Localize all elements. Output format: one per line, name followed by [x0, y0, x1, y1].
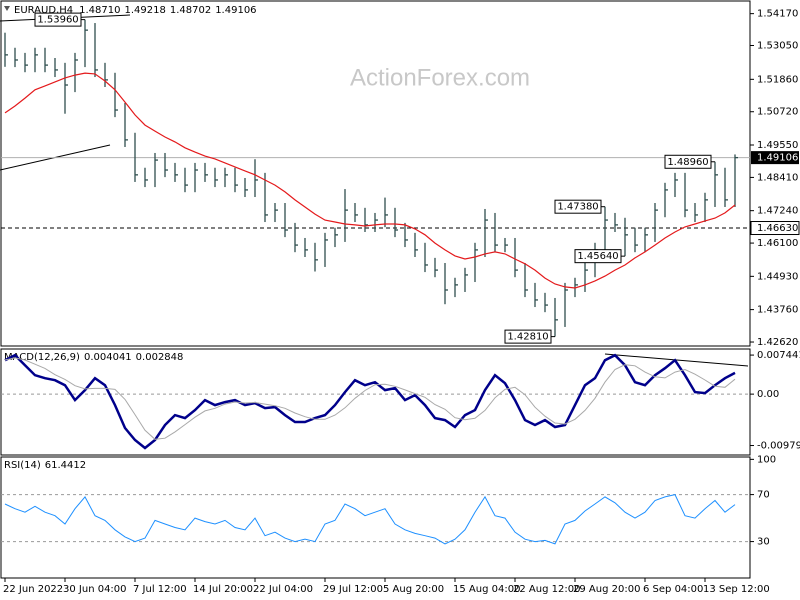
y-tick-label: 1.49550 — [757, 140, 798, 151]
annotation-box — [554, 199, 602, 214]
y-tick-label: -0.009794 — [757, 441, 800, 452]
macd-panel — [0, 348, 751, 456]
indicator-title: MACD(12,26,9) — [4, 352, 80, 363]
trendline — [604, 353, 749, 367]
x-tick-label: 14 Jul 20:00 — [193, 584, 253, 595]
x-tick-label: 29 Aug 20:00 — [573, 584, 640, 595]
y-tick-label: 1.47240 — [757, 206, 798, 217]
y-tick-label: 1.53050 — [757, 40, 798, 51]
y-tick-label: 1.46100 — [757, 238, 798, 249]
x-tick-label: 6 Sep 04:00 — [643, 584, 703, 595]
y-tick-label: 1.51860 — [757, 74, 798, 85]
x-tick-label: 13 Sep 12:00 — [703, 584, 770, 595]
y-tick-label: 30 — [757, 537, 770, 548]
header-icon — [4, 6, 10, 11]
rsi-header: RSI(14) 61.4412 — [4, 460, 86, 471]
indicator-title: RSI(14) — [4, 460, 41, 471]
y-tick-label: 0.00 — [757, 389, 779, 400]
x-tick-label: 29 Jul 12:00 — [323, 584, 383, 595]
watermark: ActionForex.com — [350, 64, 530, 91]
indicator-value: 61.4412 — [45, 460, 86, 471]
annotation-box — [504, 329, 552, 344]
header-value: 1.48702 — [170, 5, 211, 16]
annotation-label: 1.47380 — [557, 202, 598, 213]
annotation-box — [34, 12, 82, 27]
y-tick-label: 1.48410 — [757, 172, 798, 183]
level-label-box — [750, 221, 800, 236]
price-header: EURAUD,H4 1.48710 1.49218 1.48702 1.49106 — [14, 5, 257, 16]
x-tick-label: 30 Jun 04:00 — [63, 584, 127, 595]
y-tick-label: 1.50720 — [757, 107, 798, 118]
rsi-panel — [0, 456, 751, 579]
annotation-box — [574, 249, 622, 264]
indicator-line — [4, 357, 736, 440]
current-price-label: 1.49106 — [757, 153, 798, 164]
level-label: 1.46630 — [757, 223, 798, 234]
x-tick-label: 5 Aug 20:00 — [383, 584, 444, 595]
moving-average — [4, 72, 736, 289]
indicator-line — [4, 353, 736, 450]
y-tick-label: 1.54170 — [757, 9, 798, 20]
x-tick-label: 22 Jul 04:00 — [253, 584, 313, 595]
annotation-box — [664, 154, 712, 169]
indicator-value: 0.004041 — [84, 352, 132, 363]
price-panel — [0, 0, 751, 347]
annotation-label: 1.48960 — [667, 157, 708, 168]
annotation-label: 1.42810 — [507, 332, 548, 343]
x-tick-label: 22 Aug 12:00 — [513, 584, 580, 595]
y-tick-label: 100 — [757, 454, 776, 465]
y-tick-label: 1.44930 — [757, 271, 798, 282]
x-tick-label: 15 Aug 04:00 — [453, 584, 520, 595]
header-value: 1.49218 — [124, 5, 165, 16]
symbol: EURAUD,H4 — [14, 5, 73, 16]
macd-header: MACD(12,26,9) 0.004041 0.002848 — [4, 352, 183, 363]
y-tick-label: 1.42620 — [757, 337, 798, 348]
header-value: 1.49106 — [215, 5, 256, 16]
annotation-label: 1.45640 — [577, 251, 618, 262]
indicator-line — [4, 494, 736, 545]
header-value: 1.48710 — [79, 5, 120, 16]
x-tick-label: 22 Jun 2022 — [3, 584, 63, 595]
current-price-box — [751, 151, 799, 165]
y-tick-label: 0.007441 — [757, 350, 800, 361]
annotation-label: 1.53960 — [37, 15, 78, 26]
indicator-value: 0.002848 — [136, 352, 184, 363]
y-tick-label: 70 — [757, 490, 770, 501]
x-tick-label: 7 Jul 12:00 — [133, 584, 187, 595]
y-tick-label: 1.43760 — [757, 305, 798, 316]
